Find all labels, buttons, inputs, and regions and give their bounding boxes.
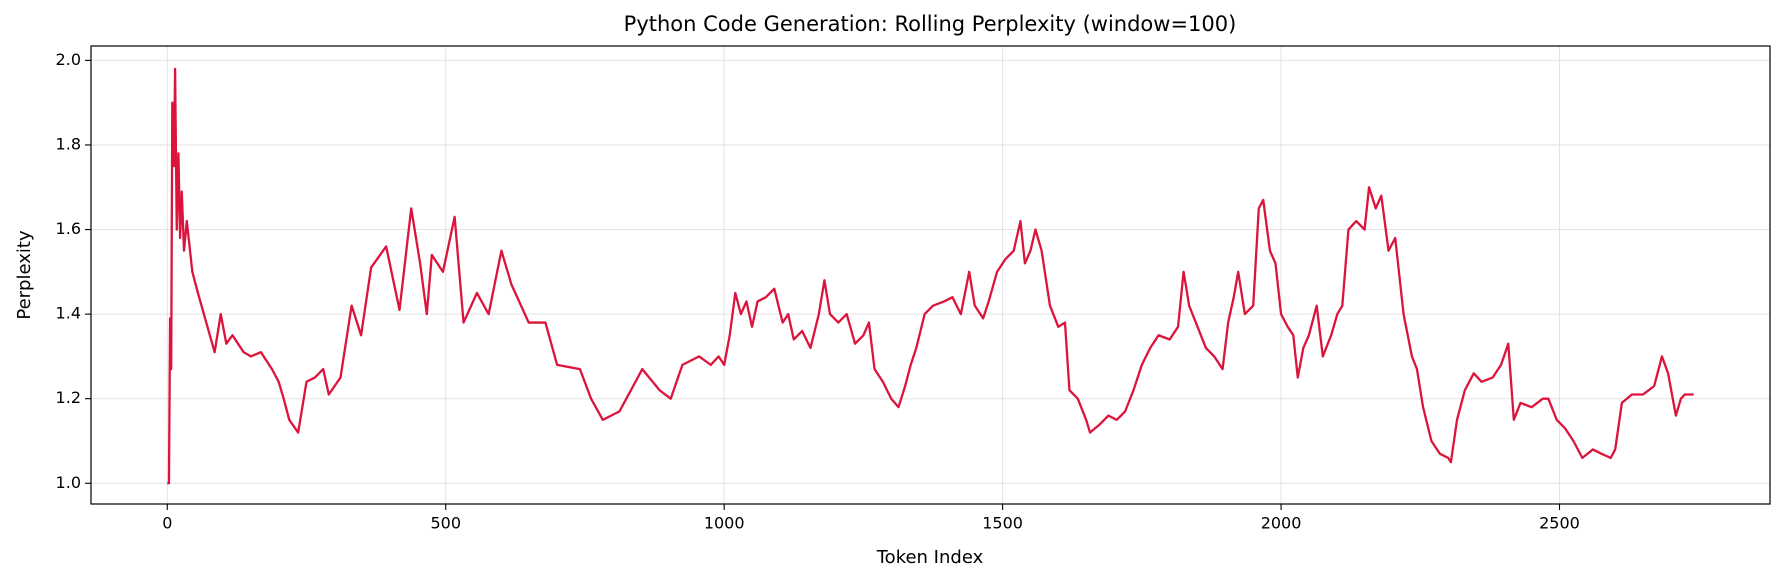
x-tick-label: 2500	[1539, 514, 1580, 533]
y-tick-label: 2.0	[56, 50, 81, 69]
x-tick-label: 0	[162, 514, 172, 533]
y-tick-label: 1.6	[56, 219, 81, 238]
data-line	[167, 67, 1694, 485]
y-axis-label: Perplexity	[14, 230, 35, 320]
x-tick-label: 1500	[982, 514, 1023, 533]
chart-title: Python Code Generation: Rolling Perplexi…	[624, 12, 1237, 36]
x-tick-label: 1000	[704, 514, 745, 533]
x-tick-label: 500	[430, 514, 461, 533]
y-tick-label: 1.8	[56, 134, 81, 153]
x-axis-label: Token Index	[876, 547, 984, 568]
y-tick-label: 1.2	[56, 388, 81, 407]
x-tick-label: 2000	[1261, 514, 1302, 533]
plot-frame	[90, 45, 1771, 505]
y-tick-label: 1.4	[56, 304, 81, 323]
y-tick-label: 1.0	[56, 473, 81, 492]
